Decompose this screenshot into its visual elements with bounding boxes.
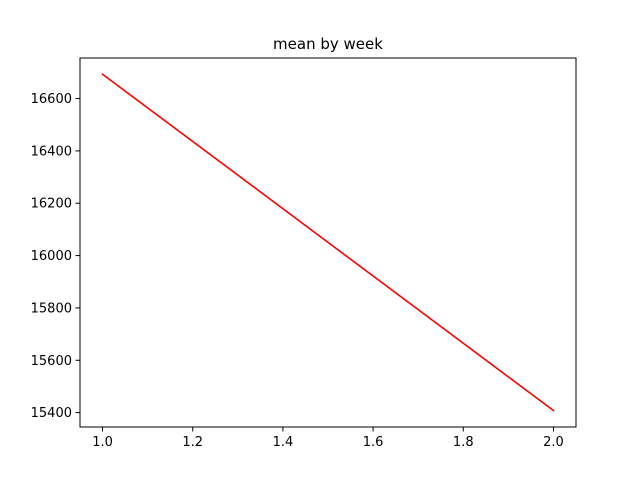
x-tick-label: 1.6 (363, 435, 384, 450)
chart-title: mean by week (273, 35, 383, 53)
axes-frame (79, 57, 577, 428)
x-tick-label: 1.2 (182, 435, 203, 450)
x-tick-label: 2.0 (543, 435, 564, 450)
y-tick-label: 15600 (31, 354, 72, 369)
x-tick-label: 1.0 (92, 435, 113, 450)
y-tick-label: 16000 (31, 249, 72, 264)
y-tick-label: 15800 (31, 301, 72, 316)
y-tick-label: 16400 (31, 144, 72, 159)
y-tick-label: 15400 (31, 406, 72, 421)
y-tick-label: 16600 (31, 92, 72, 107)
y-tick-label: 16200 (31, 197, 72, 212)
series-line-0 (101, 73, 555, 412)
x-tick-label: 1.4 (273, 435, 294, 450)
plot-area (101, 73, 555, 412)
axes: 1.0 1.2 1.4 1.6 1.8 2.0 15400 15600 15800 16000 16… (31, 57, 577, 450)
x-tick-label: 1.8 (453, 435, 474, 450)
